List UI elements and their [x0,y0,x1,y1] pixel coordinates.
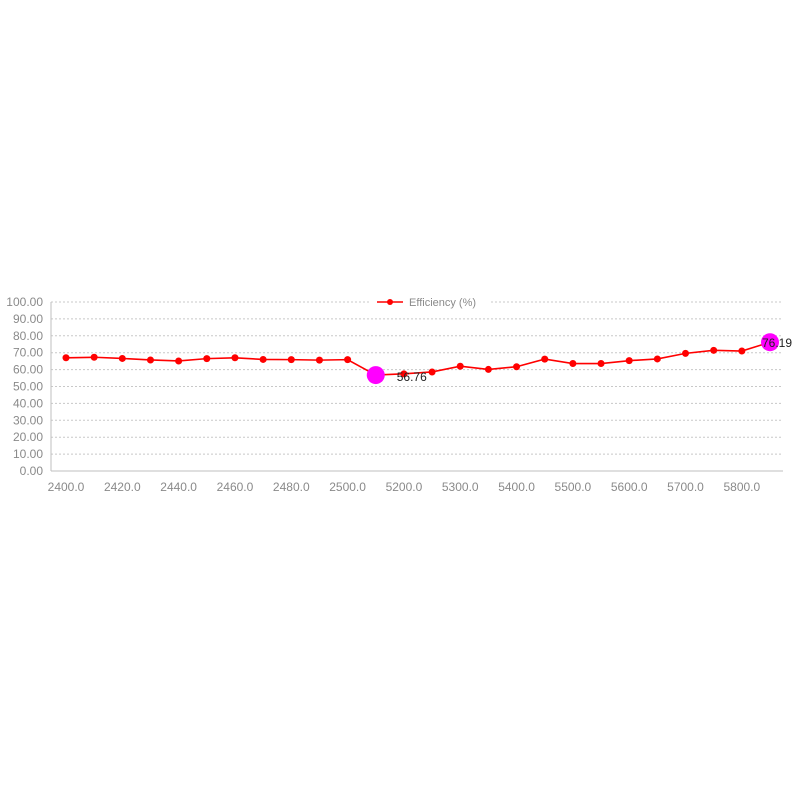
data-point [400,370,408,378]
data-point [175,357,183,365]
data-label: 56.76 [397,370,427,384]
y-tick-label: 0.00 [20,464,44,478]
data-label: 76.19 [762,336,792,350]
data-point [682,349,690,357]
y-tick-label: 10.00 [13,447,43,461]
gridlines [51,301,783,455]
y-tick-label: 20.00 [13,430,43,444]
x-tick-label: 5800.0 [723,480,760,494]
data-point [541,355,549,363]
data-point [62,354,70,362]
data-point [484,365,492,373]
x-tick-label: 2500.0 [329,480,366,494]
y-tick-label: 70.00 [13,346,43,360]
x-tick-label: 2440.0 [160,480,197,494]
data-point [315,356,323,364]
data-point [259,355,267,363]
y-tick-label: 50.00 [13,380,43,394]
data-point [90,353,98,361]
data-point [569,360,577,368]
y-tick-label: 30.00 [13,413,43,427]
data-point [513,363,521,371]
x-tick-label: 2400.0 [48,480,85,494]
data-labels: 56.76 76.19 [397,336,793,384]
data-point [428,368,436,376]
data-point [653,355,661,363]
data-point [344,356,352,364]
data-point [118,354,126,362]
y-tick-label: 40.00 [13,396,43,410]
x-tick-label: 5500.0 [555,480,592,494]
y-tick-label: 60.00 [13,363,43,377]
data-point [146,356,154,364]
data-point [203,355,211,363]
y-tick-label: 90.00 [13,312,43,326]
x-tick-label: 2420.0 [104,480,141,494]
series [62,333,779,385]
x-tick-label: 5700.0 [667,480,704,494]
x-tick-label: 5400.0 [498,480,535,494]
data-point [625,357,633,365]
y-tick-label: 80.00 [13,329,43,343]
x-tick-label: 2480.0 [273,480,310,494]
legend-marker-swatch [387,299,393,305]
highlight-marker [761,333,779,352]
x-tick-label: 5200.0 [386,480,423,494]
data-point [738,347,746,355]
efficiency-series-line [65,341,771,376]
x-tick-label: 2460.0 [217,480,254,494]
legend-background [369,294,489,310]
data-point [456,362,464,370]
legend: Efficiency (%) [369,294,489,310]
data-point [231,354,239,362]
highlight-marker [366,366,385,385]
y-tick-label: 100.00 [6,295,43,309]
data-point [287,356,295,364]
data-point [597,360,605,368]
legend-label: Efficiency (%) [409,297,476,309]
x-tick-label: 5600.0 [611,480,648,494]
x-tick-label: 5300.0 [442,480,479,494]
axes: 0.00 10.00 20.00 30.00 40.00 50.00 60.00 70.00 8… [6,295,783,494]
data-point [710,346,718,354]
